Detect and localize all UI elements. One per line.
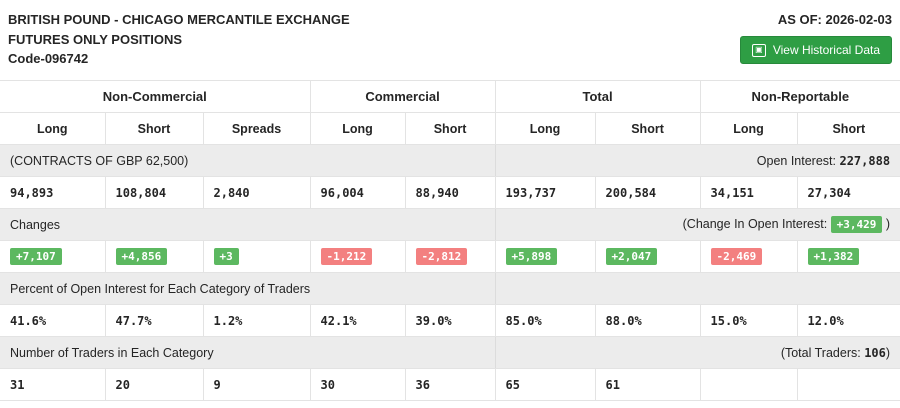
percent-cell: 12.0%: [796, 304, 900, 337]
change-in-oi-badge: +3,429: [830, 216, 883, 233]
change-badge: +7,107: [10, 248, 62, 265]
positions-row: 94,893 108,804 2,840 96,004 88,940 193,7…: [0, 176, 900, 209]
percents-row: 41.6% 47.7% 1.2% 42.1% 39.0% 85.0% 88.0%…: [0, 304, 900, 337]
change-badge: +3: [213, 248, 239, 265]
changes-values-row: +7,107 +4,856 +3 -1,212 -2,812 +5,898 +2…: [0, 240, 900, 273]
position-cell: 94,893: [0, 176, 105, 209]
contracts-open-interest-row: (CONTRACTS OF GBP 62,500) Open Interest:…: [0, 144, 900, 177]
view-historical-data-button[interactable]: ▣ View Historical Data: [739, 36, 892, 64]
position-cell: 96,004: [309, 176, 406, 209]
traders-label: Number of Traders in Each Category: [0, 336, 496, 369]
historical-data-icon: ▣: [751, 43, 766, 57]
position-cell: 193,737: [494, 176, 596, 209]
percent-cell: 47.7%: [104, 304, 203, 337]
total-traders-value: 106: [864, 345, 886, 360]
traders-cell: 36: [404, 368, 496, 401]
change-in-oi-prefix: (Change In Open Interest:: [682, 217, 831, 231]
percent-cell: 42.1%: [309, 304, 406, 337]
percent-cell: 1.2%: [202, 304, 311, 337]
traders-cell: 61: [594, 368, 701, 401]
contracts-label: (CONTRACTS OF GBP 62,500): [0, 144, 496, 177]
total-traders-prefix: (Total Traders:: [780, 345, 865, 360]
change-badge: +2,047: [605, 248, 658, 265]
percent-cell: 85.0%: [494, 304, 596, 337]
col-header: Long: [699, 112, 798, 145]
as-of-date: AS OF: 2026-02-03: [777, 12, 892, 27]
position-cell: 108,804: [104, 176, 203, 209]
change-badge: -1,212: [320, 248, 373, 265]
col-header: Long: [309, 112, 406, 145]
traders-cell: 9: [202, 368, 311, 401]
report-code: Code-096742: [8, 51, 89, 66]
view-historical-data-label: View Historical Data: [772, 43, 880, 57]
col-header: Short: [594, 112, 701, 145]
col-header: Long: [0, 112, 105, 145]
col-header: Short: [104, 112, 203, 145]
position-cell: 88,940: [404, 176, 496, 209]
traders-values-row: 31 20 9 30 36 65 61: [0, 368, 900, 401]
positions-table: Non-Commercial Commercial Total Non-Repo…: [0, 80, 900, 401]
position-cell: 34,151: [699, 176, 798, 209]
traders-cell: 65: [494, 368, 596, 401]
change-in-open-interest: (Change In Open Interest: +3,429 ): [494, 208, 900, 241]
change-badge: +5,898: [505, 248, 558, 265]
group-commercial: Commercial: [309, 80, 496, 113]
header-right: AS OF: 2026-02-03 ▣ View Historical Data: [739, 10, 892, 64]
group-non-reportable: Non-Reportable: [699, 80, 900, 113]
percent-label-spacer: [494, 272, 900, 305]
position-cell: 200,584: [594, 176, 701, 209]
change-badge: -2,469: [710, 248, 763, 265]
percent-cell: 41.6%: [0, 304, 105, 337]
open-interest-value: 227,888: [839, 153, 891, 168]
total-traders: (Total Traders: 106): [494, 336, 900, 369]
total-traders-suffix: ): [885, 345, 891, 360]
change-badge: +1,382: [807, 248, 860, 265]
percent-label: Percent of Open Interest for Each Catego…: [0, 272, 496, 305]
changes-label: Changes: [0, 208, 496, 241]
col-header: Short: [404, 112, 496, 145]
change-badge: +4,856: [115, 248, 168, 265]
percent-cell: 39.0%: [404, 304, 496, 337]
percent-cell: 15.0%: [699, 304, 798, 337]
group-total: Total: [494, 80, 701, 113]
open-interest: Open Interest: 227,888: [494, 144, 900, 177]
position-cell: 2,840: [202, 176, 311, 209]
report-header: BRITISH POUND - CHICAGO MERCANTILE EXCHA…: [0, 0, 900, 80]
col-header: Long: [494, 112, 596, 145]
change-badge: -2,812: [415, 248, 468, 265]
group-header-row: Non-Commercial Commercial Total Non-Repo…: [0, 80, 900, 113]
traders-row-label: Number of Traders in Each Category (Tota…: [0, 336, 900, 369]
position-cell: 27,304: [796, 176, 900, 209]
traders-cell: 31: [0, 368, 105, 401]
report-title-line2: FUTURES ONLY POSITIONS: [8, 31, 183, 47]
col-header: Spreads: [202, 112, 311, 145]
group-non-commercial: Non-Commercial: [0, 80, 311, 113]
title-block: BRITISH POUND - CHICAGO MERCANTILE EXCHA…: [8, 10, 350, 69]
traders-cell: 20: [104, 368, 203, 401]
traders-cell: [796, 368, 900, 401]
change-in-oi-suffix: ): [882, 217, 891, 231]
percent-row-label: Percent of Open Interest for Each Catego…: [0, 272, 900, 305]
column-header-row: Long Short Spreads Long Short Long Short…: [0, 112, 900, 145]
col-header: Short: [796, 112, 900, 145]
traders-cell: 30: [309, 368, 406, 401]
percent-cell: 88.0%: [594, 304, 701, 337]
report-title-line1: BRITISH POUND - CHICAGO MERCANTILE EXCHA…: [8, 12, 350, 27]
changes-row-label: Changes (Change In Open Interest: +3,429…: [0, 208, 900, 241]
traders-cell: [699, 368, 798, 401]
open-interest-label: Open Interest:: [756, 153, 840, 168]
